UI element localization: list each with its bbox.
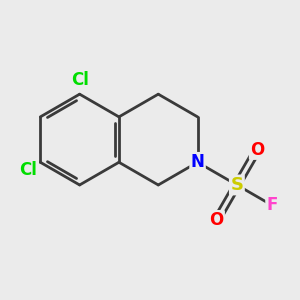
Text: S: S (230, 176, 243, 194)
Text: O: O (209, 211, 224, 229)
Text: N: N (190, 153, 205, 171)
Text: Cl: Cl (19, 160, 37, 178)
Text: O: O (250, 141, 264, 159)
Text: F: F (267, 196, 278, 214)
Text: Cl: Cl (71, 71, 88, 89)
